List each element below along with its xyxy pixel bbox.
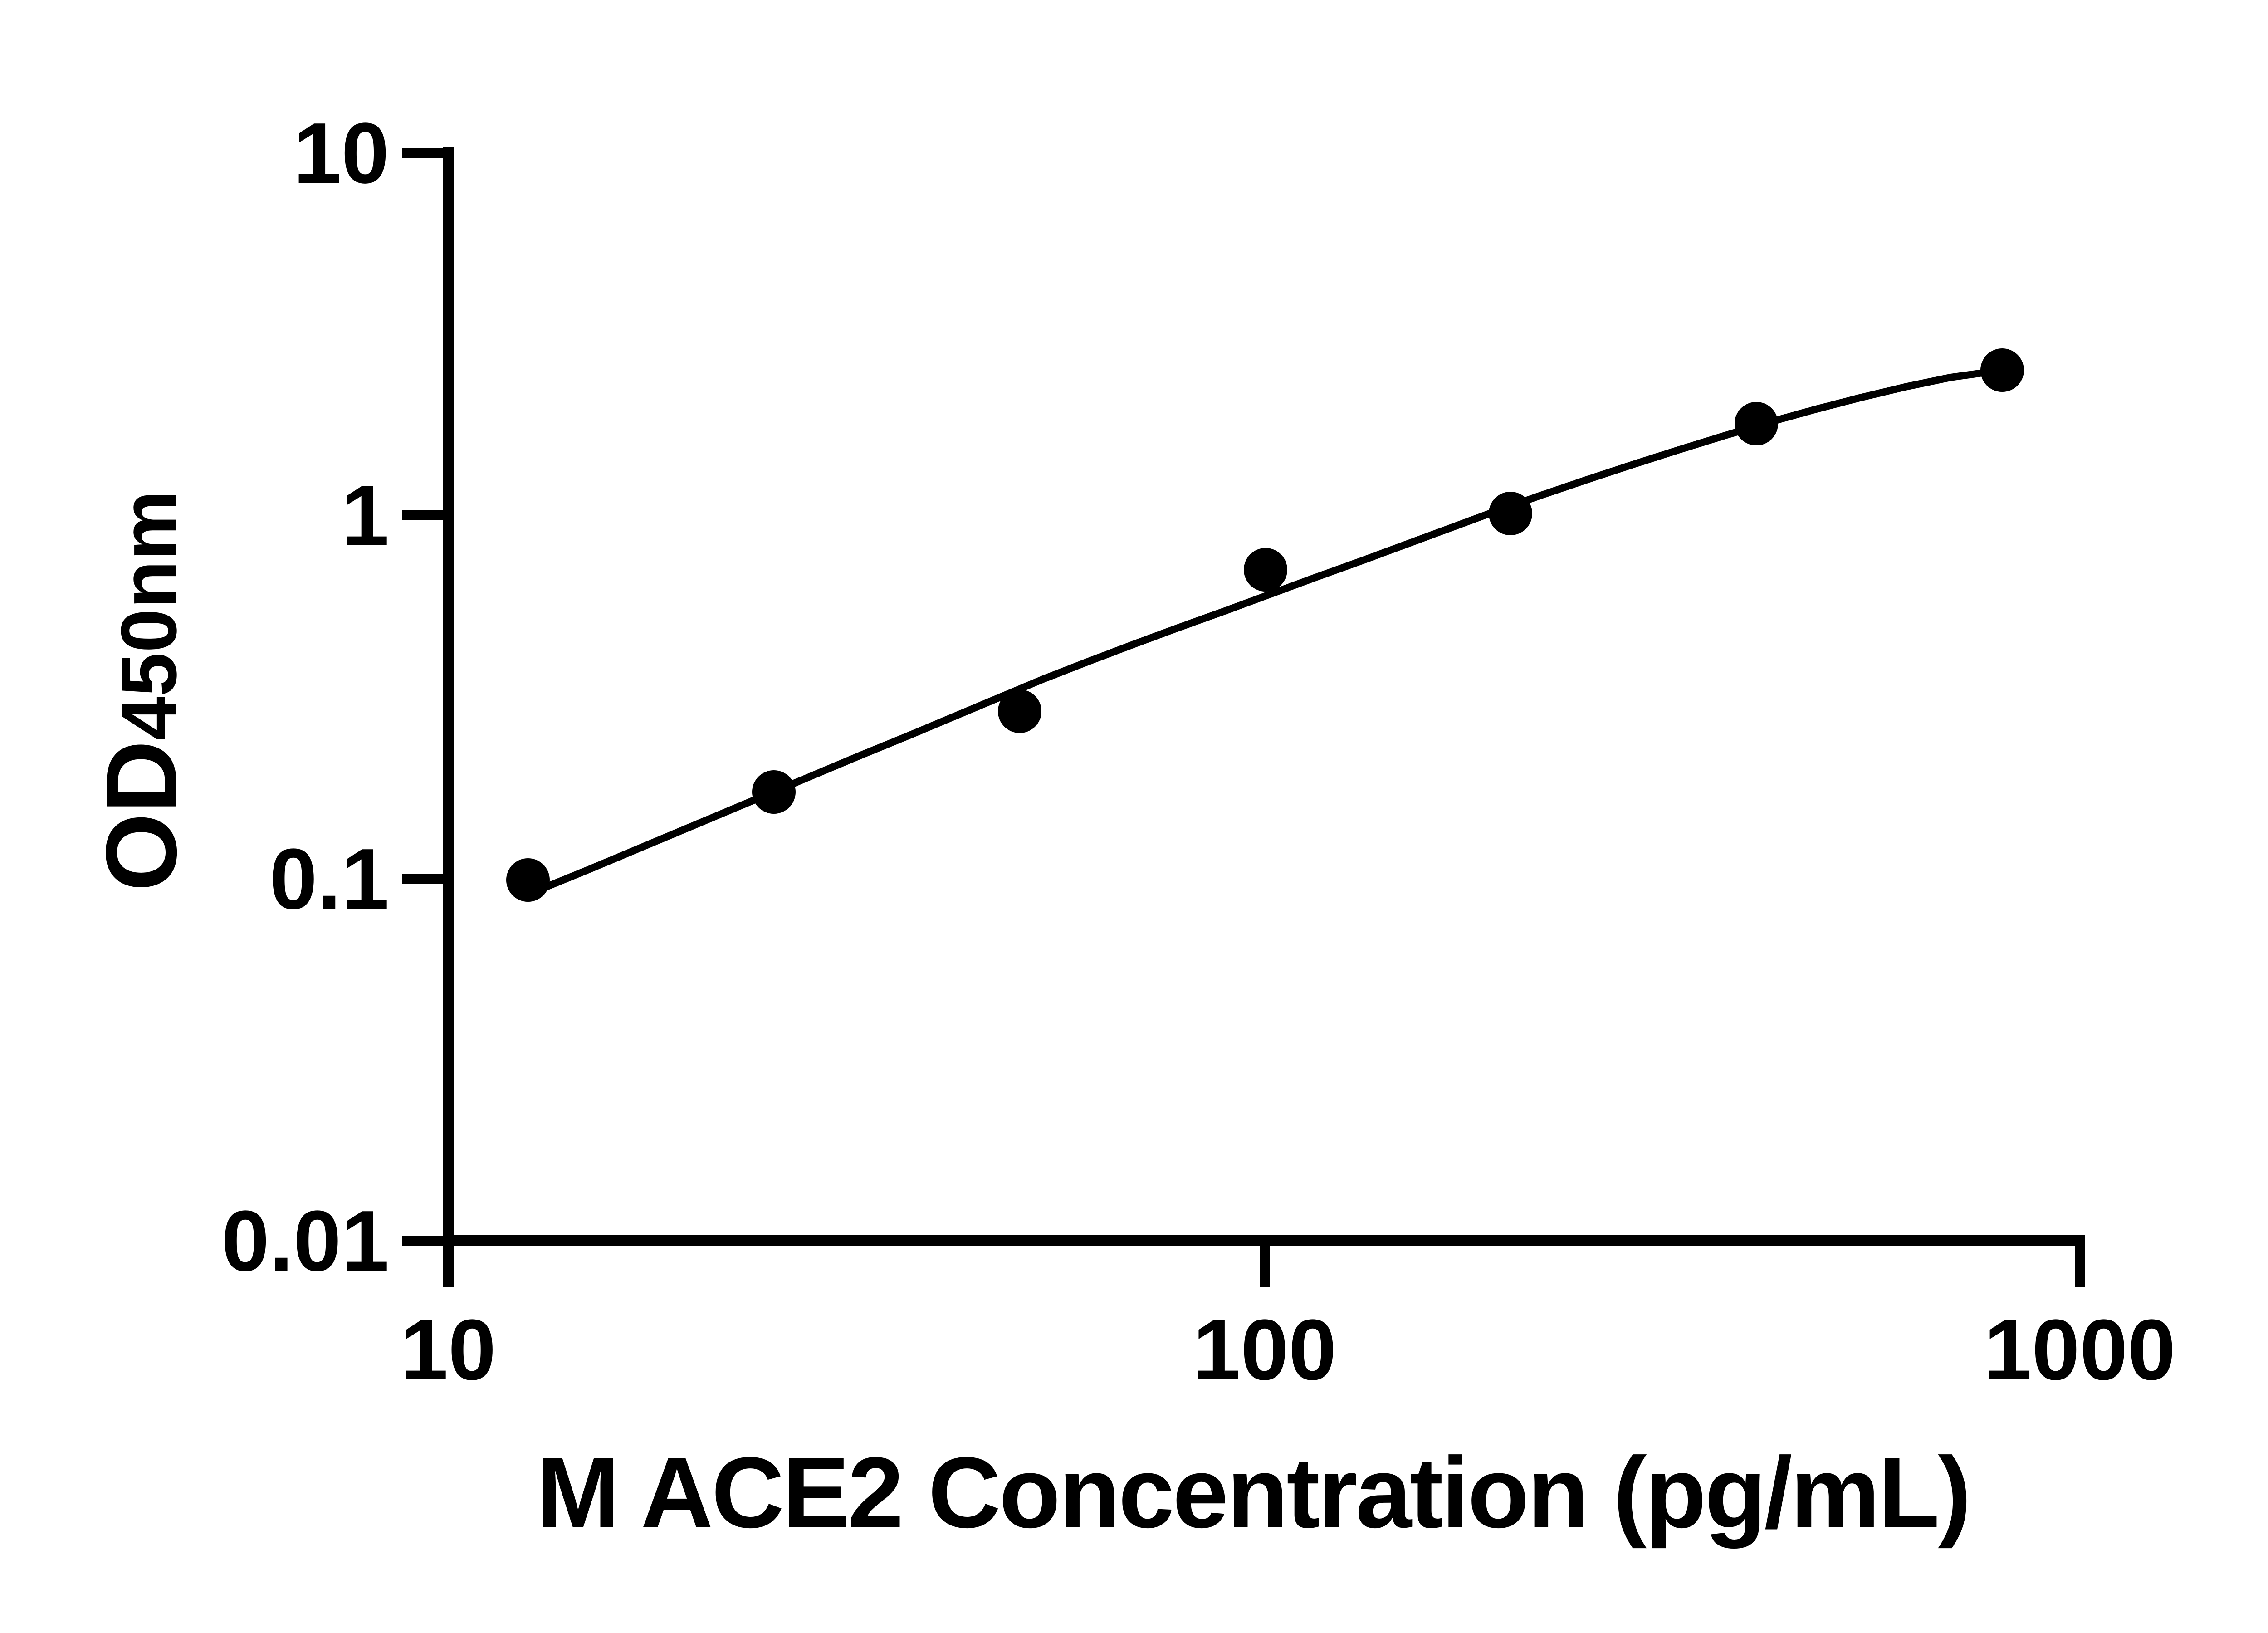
- svg-text:1000: 1000: [1984, 1302, 2176, 1398]
- svg-text:10: 10: [400, 1302, 496, 1398]
- svg-text:1: 1: [341, 468, 389, 564]
- svg-text:OD450nm: OD450nm: [85, 490, 198, 891]
- svg-text:0.01: 0.01: [221, 1193, 389, 1289]
- svg-text:10: 10: [293, 105, 389, 201]
- svg-text:M ACE2 Concentration (pg/mL): M ACE2 Concentration (pg/mL): [536, 1437, 1970, 1549]
- svg-text:100: 100: [1193, 1302, 1336, 1398]
- svg-text:0.1: 0.1: [269, 831, 389, 927]
